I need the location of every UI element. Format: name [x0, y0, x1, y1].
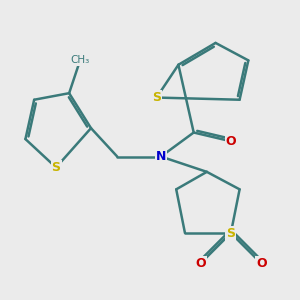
Text: S: S — [226, 226, 236, 239]
Text: O: O — [256, 257, 267, 270]
Text: O: O — [195, 257, 206, 270]
Text: CH₃: CH₃ — [70, 56, 90, 65]
Text: S: S — [152, 91, 161, 104]
Text: N: N — [156, 150, 166, 163]
Text: S: S — [52, 161, 61, 174]
Text: O: O — [226, 135, 236, 148]
